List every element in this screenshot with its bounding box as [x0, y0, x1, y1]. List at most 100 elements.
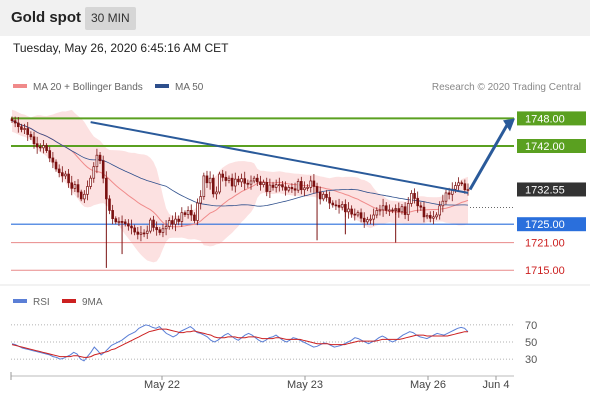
candle	[45, 143, 48, 153]
candle	[114, 216, 118, 225]
candle	[249, 175, 253, 190]
candle	[384, 202, 388, 215]
candle	[208, 171, 212, 190]
candle	[274, 179, 278, 193]
descending-trendline	[90, 121, 469, 194]
ma50-legend-swatch	[155, 84, 169, 88]
candle	[193, 212, 196, 224]
candle	[281, 180, 284, 191]
candle	[224, 171, 228, 187]
candle	[211, 174, 215, 198]
candle	[303, 181, 306, 197]
candle	[149, 217, 152, 234]
candle	[20, 123, 23, 133]
candle	[51, 151, 55, 169]
candle	[89, 175, 92, 190]
level-label-1748.00: 1748.00	[525, 113, 565, 125]
candle	[268, 178, 272, 198]
candle	[139, 226, 143, 242]
candle	[61, 166, 64, 183]
candle	[199, 190, 202, 210]
candle	[444, 189, 448, 205]
candle	[325, 190, 328, 202]
candle	[133, 224, 136, 236]
candle	[466, 183, 470, 196]
candle	[39, 143, 42, 152]
candle	[183, 210, 187, 217]
candle	[101, 155, 105, 184]
candle	[152, 215, 155, 232]
level-badge-1725.00	[517, 217, 586, 232]
candle	[372, 208, 375, 226]
rsi-tick-label: 70	[525, 320, 537, 332]
chart-header: Gold spot 30 MIN	[0, 0, 590, 36]
candle	[70, 175, 74, 196]
candle	[215, 186, 218, 200]
timestamp: Tuesday, May 26, 2020 6:45:16 AM CET	[13, 41, 229, 55]
candle	[350, 205, 353, 218]
rsi-ma-legend-swatch	[62, 299, 76, 303]
candle	[180, 207, 184, 227]
candle	[400, 203, 404, 215]
candle	[237, 175, 240, 186]
price-badges: 1748.00 1742.00 1725.00 1721.00 1715.00 1732.…	[517, 111, 586, 277]
candle	[413, 188, 416, 204]
rsi-legend-swatch	[13, 299, 27, 303]
ma20-legend-swatch	[13, 84, 27, 88]
ma20-legend-label: MA 20 + Bollinger Bands	[33, 82, 143, 93]
candle	[26, 122, 30, 141]
candle	[218, 171, 221, 195]
bollinger-band-fill	[12, 109, 468, 263]
forecast-arrow	[468, 122, 510, 191]
level-label-1742.00: 1742.00	[525, 141, 565, 153]
candle	[252, 175, 256, 184]
candle	[262, 179, 265, 188]
candle	[271, 181, 275, 191]
candle	[136, 226, 140, 240]
level-badge-1742.00	[517, 139, 586, 153]
candle	[375, 207, 379, 219]
candle	[221, 169, 224, 182]
candle	[186, 206, 190, 219]
candle	[202, 172, 206, 200]
candle	[428, 211, 432, 223]
candle	[340, 201, 344, 211]
x-tick-label: Jun 4	[483, 379, 510, 391]
candle	[406, 197, 410, 221]
candle	[23, 123, 26, 135]
candle	[337, 198, 341, 214]
candle	[64, 170, 67, 180]
candle	[29, 131, 33, 141]
candle	[158, 226, 162, 236]
candle	[306, 184, 309, 192]
candle	[32, 131, 36, 149]
candle	[123, 219, 127, 227]
candle	[381, 198, 385, 217]
candle	[127, 219, 130, 231]
candle	[278, 177, 281, 192]
candle	[73, 180, 77, 192]
candle	[284, 181, 287, 196]
candle	[233, 172, 237, 193]
timeframe-badge[interactable]: 30 MIN	[85, 7, 136, 30]
trendline	[90, 118, 515, 194]
candle	[416, 191, 419, 213]
candle	[48, 146, 52, 163]
ma20-line	[11, 120, 469, 228]
candle	[189, 204, 193, 221]
candle	[378, 204, 382, 216]
x-tick-label: May 26	[410, 379, 446, 391]
candle	[403, 202, 407, 220]
chart-title: Gold spot	[11, 9, 81, 26]
candle	[369, 214, 372, 225]
ma50-legend-label: MA 50	[175, 82, 204, 93]
x-axis-ticks: May 22 May 23 May 26 Jun 4	[10, 372, 510, 391]
candle	[177, 215, 180, 226]
candle	[161, 224, 165, 238]
candle	[293, 182, 297, 197]
candle	[54, 159, 58, 172]
level-label-1721.00: 1721.00	[525, 238, 565, 250]
candle	[290, 183, 294, 193]
candle	[98, 151, 102, 164]
